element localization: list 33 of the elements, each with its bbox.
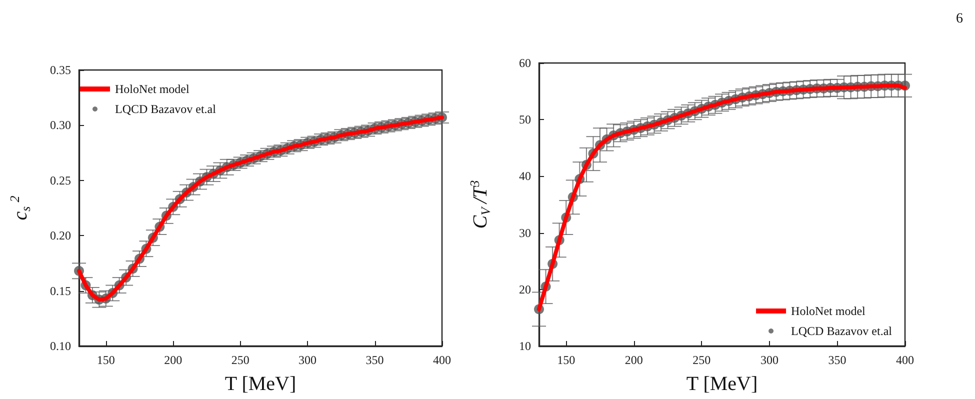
y-tick-label: 20: [519, 282, 531, 296]
legend-label: LQCD Bazavov et.al: [115, 102, 217, 116]
legend-label: HoloNet model: [791, 304, 866, 318]
x-tick-label: 200: [164, 353, 182, 367]
legend-label: HoloNet model: [115, 82, 190, 96]
x-tick-label: 400: [896, 353, 914, 367]
x-tick-label: 200: [624, 353, 643, 367]
x-tick-label: 300: [298, 353, 317, 367]
y-tick-label: 10: [519, 339, 531, 353]
y-tick-label: 0.30: [50, 118, 71, 132]
x-tick-label: 350: [828, 353, 846, 367]
x-tick-label: 150: [96, 353, 115, 367]
legend-label: LQCD Bazavov et.al: [791, 324, 893, 338]
y-axis-title: CV/T3: [467, 180, 493, 229]
y-tick-label: 0.20: [50, 228, 71, 243]
x-tick-label: 250: [231, 353, 250, 367]
y-tick-label: 50: [519, 112, 531, 127]
y-tick-label: 0.35: [50, 63, 71, 77]
x-tick-label: 350: [366, 353, 384, 367]
x-tick-label: 400: [433, 353, 451, 367]
y-tick-label: 60: [519, 56, 531, 70]
y-tick-label: 0.10: [50, 339, 71, 353]
x-axis-title: T [MeV]: [224, 373, 296, 395]
y-tick-label: 0.25: [50, 173, 71, 188]
x-tick-label: 250: [692, 353, 711, 367]
y-tick-label: 0.15: [50, 284, 71, 298]
y-tick-label: 30: [519, 226, 531, 240]
x-axis-title: T [MeV]: [686, 373, 758, 395]
x-tick-label: 150: [557, 353, 576, 367]
x-tick-label: 300: [760, 353, 778, 367]
y-axis-title: cs2: [7, 195, 33, 220]
text: 6: [956, 12, 963, 26]
y-tick-label: 40: [519, 169, 531, 184]
